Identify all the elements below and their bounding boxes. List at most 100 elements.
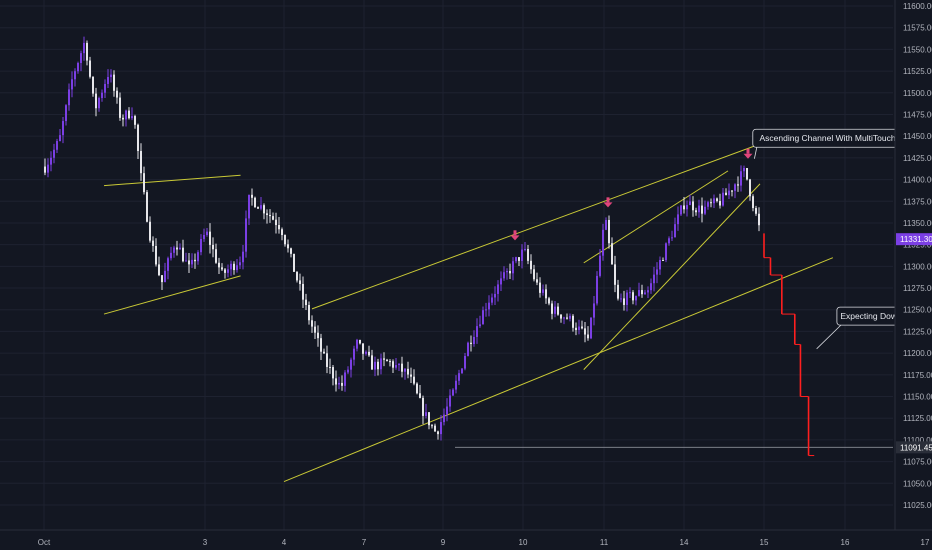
candle-body: [272, 216, 274, 220]
candle-body: [134, 116, 136, 125]
candle-body: [236, 265, 238, 271]
candle-body: [674, 224, 676, 238]
price-tick-label: 11475.00: [903, 110, 932, 119]
candle-body: [425, 412, 427, 416]
price-tick-label: 11600.00: [903, 2, 932, 11]
candle-body: [509, 271, 511, 274]
candle-body: [455, 380, 457, 390]
candle-body: [608, 220, 610, 244]
candle-body: [719, 201, 721, 206]
candle-body: [680, 205, 682, 215]
candle-body: [182, 247, 184, 262]
down-arrow-icon: [510, 235, 520, 241]
candle-body: [230, 263, 232, 270]
candle-body: [356, 339, 358, 349]
candle-body: [110, 74, 112, 78]
annotation-pointer: [754, 147, 758, 159]
candle-body: [149, 221, 151, 241]
candle-body: [686, 205, 688, 210]
candle-body: [644, 292, 646, 295]
candle-body: [677, 214, 679, 225]
trendline: [283, 257, 834, 483]
candle-body: [98, 98, 100, 109]
candle-body: [536, 279, 538, 283]
current-price-text: 11331.30: [900, 235, 932, 244]
candle-body: [137, 124, 139, 152]
candle-body: [398, 363, 400, 366]
down-arrow-icon: [513, 230, 517, 236]
candle-body: [461, 368, 463, 374]
candle-body: [443, 414, 445, 423]
candle-body: [335, 378, 337, 385]
price-tick-label: 11500.00: [903, 89, 932, 98]
price-tick-label: 11275.00: [903, 284, 932, 293]
candle-body: [359, 339, 361, 344]
candle-body: [392, 361, 394, 368]
candle-body: [389, 361, 391, 363]
time-axis[interactable]: Oct 3 4 7 9 10 11 14 15 16 17: [0, 529, 932, 547]
candle-body: [89, 60, 91, 77]
candle-body: [653, 274, 655, 284]
candle-body: [224, 269, 226, 273]
candle-body: [56, 141, 58, 150]
candle-body: [278, 225, 280, 230]
candle-body: [209, 231, 211, 245]
candle-body: [251, 194, 253, 198]
candle-body: [377, 361, 379, 370]
candle-body: [662, 259, 664, 261]
time-tick-label: 4: [282, 538, 287, 547]
candle-body: [326, 353, 328, 367]
level-price-text: 11091.45: [900, 443, 932, 452]
price-axis[interactable]: 11600.00 11575.00 11550.00 11525.00 11500.00…: [894, 0, 932, 550]
candle-body: [419, 393, 421, 398]
time-tick-label: 17: [921, 538, 930, 547]
candle-body: [263, 205, 265, 214]
candle-body: [374, 361, 376, 370]
candle-body: [314, 326, 316, 333]
candle-body: [206, 231, 208, 235]
candle-body: [449, 395, 451, 407]
candle-body: [479, 324, 481, 327]
candle-body: [212, 244, 214, 250]
time-tick-label: 10: [519, 538, 528, 547]
candle-body: [116, 90, 118, 98]
projection-candles: [763, 233, 815, 457]
candle-body: [557, 306, 559, 315]
candle-body: [728, 190, 730, 196]
candle-body: [590, 317, 592, 339]
trendline: [583, 183, 761, 370]
candle-body: [386, 359, 388, 362]
candle-body: [428, 412, 430, 426]
candle-body: [44, 166, 46, 173]
candle-body: [560, 314, 562, 319]
candle-body: [287, 244, 289, 249]
candle-body: [320, 338, 322, 352]
price-tick-label: 11050.00: [903, 479, 932, 488]
candle-body: [713, 198, 715, 204]
trendline: [583, 170, 729, 264]
candle-body: [605, 220, 607, 230]
candle-body: [152, 240, 154, 246]
price-tick-label: 11125.00: [903, 414, 932, 423]
candle-body: [701, 205, 703, 214]
candle-body: [710, 202, 712, 204]
candle-body: [566, 317, 568, 319]
candle-body: [275, 219, 277, 226]
candle-body: [491, 297, 493, 303]
touch-markers: [510, 148, 753, 241]
candle-body: [548, 298, 550, 304]
candle-body: [47, 164, 49, 173]
candle-body: [620, 298, 622, 300]
trendline: [103, 174, 241, 187]
candle-body: [515, 257, 517, 262]
grid: [0, 0, 926, 530]
price-tick-label: 11575.00: [903, 24, 932, 33]
candle-body: [494, 293, 496, 298]
candle-body: [269, 214, 271, 217]
candle-body: [569, 315, 571, 319]
candle-body: [347, 369, 349, 373]
candle-body: [218, 262, 220, 268]
candle-body: [167, 258, 169, 271]
candle-body: [293, 253, 295, 272]
